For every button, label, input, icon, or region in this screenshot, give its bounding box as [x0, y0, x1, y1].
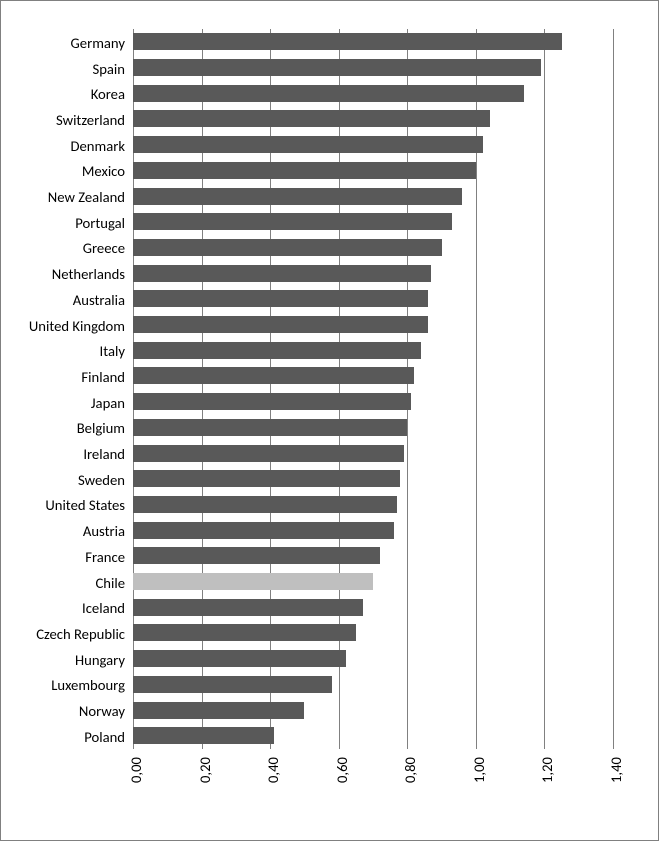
bar [133, 162, 476, 179]
category-label: Norway [79, 702, 125, 720]
category-label: Belgium [77, 419, 125, 437]
category-label: Denmark [70, 137, 125, 155]
bar [133, 599, 363, 616]
category-label: New Zealand [48, 188, 125, 206]
category-label: Italy [100, 342, 125, 360]
bar [133, 239, 442, 256]
category-label: Poland [84, 728, 125, 746]
x-tick-label: 1,00 [470, 757, 488, 783]
bar [133, 59, 541, 76]
bar [133, 496, 397, 513]
bar [133, 342, 421, 359]
category-label: Czech Republic [36, 625, 125, 643]
category-label: Greece [83, 239, 125, 257]
x-tick-label: 1,40 [607, 757, 625, 783]
bar [133, 188, 462, 205]
bar [133, 624, 356, 641]
category-label: Sweden [78, 471, 125, 489]
category-label: Finland [81, 368, 125, 386]
x-tick-label: 0,40 [264, 757, 282, 783]
bar [133, 85, 524, 102]
bar [133, 33, 562, 50]
category-label: Ireland [83, 445, 125, 463]
x-tick-label: 0,20 [196, 757, 214, 783]
bar [133, 522, 394, 539]
bar [133, 470, 400, 487]
category-label: United Kingdom [29, 317, 125, 335]
bar [133, 445, 404, 462]
category-label: Netherlands [52, 265, 125, 283]
category-label: Spain [92, 60, 125, 78]
gridline [544, 29, 545, 749]
plot-area: 0,000,200,400,600,801,001,201,40GermanyS… [133, 29, 613, 749]
bar [133, 702, 304, 719]
bar [133, 213, 452, 230]
bar [133, 393, 411, 410]
bar [133, 290, 428, 307]
bar [133, 650, 346, 667]
bar [133, 110, 490, 127]
x-tick-label: 1,20 [538, 757, 556, 783]
x-tick-label: 0,00 [127, 757, 145, 783]
bar-highlight [133, 573, 373, 590]
bar [133, 367, 414, 384]
category-label: Korea [91, 85, 125, 103]
x-tick-label: 0,60 [333, 757, 351, 783]
category-label: Australia [73, 291, 125, 309]
category-label: Japan [91, 394, 125, 412]
bar [133, 316, 428, 333]
bar [133, 727, 274, 744]
category-label: Portugal [75, 214, 125, 232]
chart-frame: 0,00 0,20 0,40 0,60 0,80 1,00 1,20 1,40 Germany S… [0, 0, 659, 841]
category-label: Iceland [82, 599, 125, 617]
bar [133, 265, 431, 282]
bar [133, 136, 483, 153]
bar [133, 547, 380, 564]
category-label: Luxembourg [51, 676, 125, 694]
category-label: United States [45, 496, 125, 514]
category-label: Chile [95, 574, 125, 592]
bar [133, 419, 407, 436]
category-label: Mexico [82, 162, 125, 180]
x-tick-label: 0,80 [401, 757, 419, 783]
bar [133, 676, 332, 693]
category-label: Switzerland [56, 111, 125, 129]
category-label: Germany [71, 34, 125, 52]
gridline [613, 29, 614, 749]
category-label: Austria [83, 522, 125, 540]
category-label: France [85, 548, 125, 566]
category-label: Hungary [75, 651, 125, 669]
